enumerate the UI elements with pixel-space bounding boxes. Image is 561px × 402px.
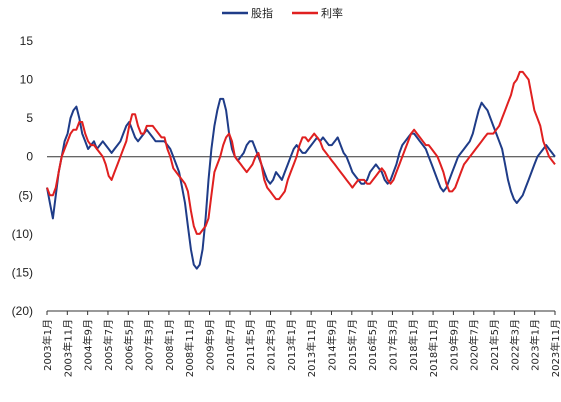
x-tick-label: 2017年3月 xyxy=(386,319,399,371)
x-tick-label: 2010年7月 xyxy=(224,319,237,371)
y-tick-label: 10 xyxy=(20,73,34,87)
legend-label-stock-index: 股指 xyxy=(251,6,273,20)
x-tick-label: 2008年1月 xyxy=(163,319,176,371)
x-tick-label: 2009年9月 xyxy=(204,319,217,371)
legend: 股指 利率 xyxy=(222,6,343,20)
x-tick-label: 2015年7月 xyxy=(346,319,359,371)
x-tick-label: 2016年5月 xyxy=(366,319,379,371)
x-tick-label: 2018年11月 xyxy=(427,319,440,377)
y-tick-label: 0 xyxy=(26,150,33,164)
y-tick-label: 5 xyxy=(26,111,33,125)
legend-label-interest-rate: 利率 xyxy=(321,6,343,20)
x-tick-label: 2013年11月 xyxy=(305,319,318,377)
series-line-interest-rate xyxy=(46,70,556,235)
x-tick-label: 2004年9月 xyxy=(82,319,95,371)
y-tick-label: (5) xyxy=(18,188,33,202)
x-tick-label: 2014年9月 xyxy=(325,319,338,371)
x-tick-label: 2012年3月 xyxy=(265,319,278,371)
x-tick-label: 2021年5月 xyxy=(488,319,501,371)
y-tick-label: 15 xyxy=(20,34,34,48)
x-tick-label: 2011年5月 xyxy=(244,319,257,371)
x-tick-label: 2006年5月 xyxy=(122,319,135,371)
x-tick-label: 2019年9月 xyxy=(447,319,460,371)
x-tick-label: 2008年11月 xyxy=(183,319,196,377)
series-group xyxy=(46,70,556,270)
x-tick-label: 2022年3月 xyxy=(508,319,521,371)
x-tick-label: 2013年1月 xyxy=(285,319,298,371)
y-tick-label: (10) xyxy=(12,227,33,241)
x-tick-label: 2020年7月 xyxy=(468,319,481,371)
x-tick-label: 2023年1月 xyxy=(529,319,542,371)
x-tick-label: 2003年11月 xyxy=(61,319,74,377)
x-tick-label: 2023年11月 xyxy=(549,319,561,377)
x-axis: 2003年1月 2003年11月 2004年9月 2005年7月 2006年5月 2007… xyxy=(41,310,561,377)
x-tick-label: 2007年3月 xyxy=(143,319,156,371)
x-tick-label: 2005年7月 xyxy=(102,319,115,371)
x-tick-label: 2018年1月 xyxy=(407,319,420,371)
y-tick-label: (20) xyxy=(12,304,33,318)
series-line-stock-index xyxy=(46,97,556,270)
y-tick-label: (15) xyxy=(12,265,33,279)
x-tick-label: 2003年1月 xyxy=(41,319,54,371)
